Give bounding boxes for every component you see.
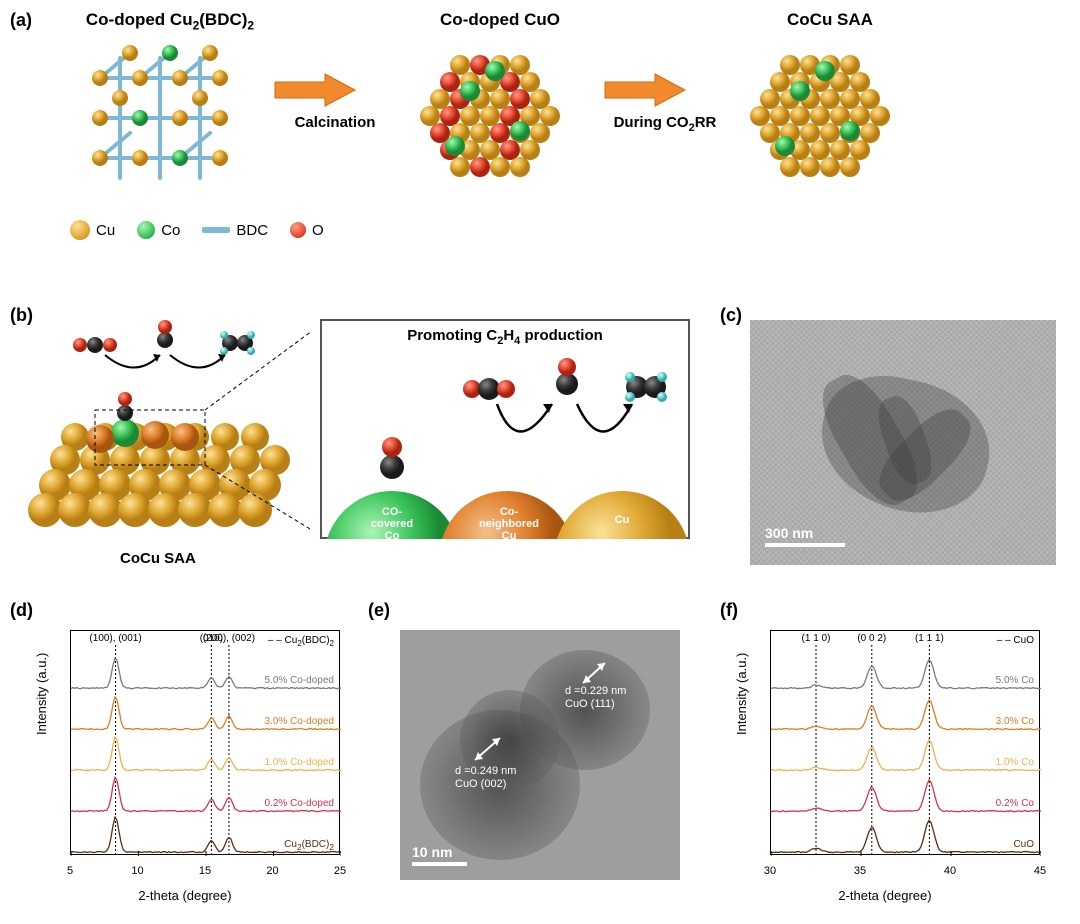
ylabel-d: Intensity (a.u.) (34, 653, 49, 735)
scalebar-e (412, 862, 467, 866)
stage-mof: Co-doped Cu2(BDC)2 (70, 10, 270, 198)
panel-e: d =0.249 nmCuO (002) d =0.229 nmCuO (111… (370, 605, 700, 905)
trace-label: 1.0% Co (996, 757, 1034, 768)
arrow-co2rr-label: During CO2RR (600, 114, 730, 134)
panel-a: Co-doped Cu2(BDC)2 (20, 10, 1060, 260)
cu-sphere-icon (70, 220, 90, 240)
xtick: 40 (944, 865, 956, 877)
xlabel-f: 2-theta (degree) (720, 888, 1050, 903)
xtick: 15 (199, 865, 211, 877)
panel-b: CoCu SAA Promoting C2H4 production CO-co… (20, 315, 700, 580)
cuo-schematic (400, 36, 580, 196)
stage-cuo: Co-doped CuO (400, 10, 600, 196)
arrow-calcination-label: Calcination (270, 114, 400, 131)
stage-saa: CoCu SAA (730, 10, 930, 196)
hrtem-image: d =0.249 nmCuO (002) d =0.229 nmCuO (111… (400, 630, 680, 880)
peak-label: (1 1 0) (802, 633, 831, 644)
xtick: 25 (334, 865, 346, 877)
xtick: 10 (131, 865, 143, 877)
xtick: 35 (854, 865, 866, 877)
peak-label: (100), (001) (89, 633, 141, 644)
co-sphere-icon (137, 221, 155, 239)
arrow-calcination: Calcination (270, 70, 400, 131)
xlabel-d: 2-theta (degree) (20, 888, 350, 903)
inset-title: Promoting C2H4 production (322, 327, 688, 347)
o-sphere-icon (290, 222, 306, 238)
panel-f: Intensity (a.u.) ‒ ‒ CuO (1 1 0) (0 0 2) (… (720, 605, 1050, 905)
chart-f: ‒ ‒ CuO (1 1 0) (0 0 2) (1 1 1) 5.0% Co 3.0%… (770, 630, 1040, 855)
legend-o-label: O (312, 222, 324, 239)
mof-schematic (70, 38, 250, 198)
stage-cuo-title: Co-doped CuO (400, 10, 600, 30)
trace-label: 0.2% Co (996, 798, 1034, 809)
ref-d: ‒ ‒ Cu2(BDC)2 (268, 635, 334, 648)
tem-image: 300 nm (750, 320, 1056, 565)
scalebar-e-label: 10 nm (412, 844, 452, 860)
legend-cu-label: Cu (96, 222, 115, 239)
legend-co-label: Co (161, 222, 180, 239)
peak-label: (1 1 1) (915, 633, 944, 644)
inset-box: Promoting C2H4 production CO-coveredCo C… (320, 319, 690, 539)
trace-label: CuO (1013, 839, 1034, 850)
legend-cu: Cu (70, 220, 115, 240)
site-neighbor-label: Co-neighboredCu (474, 506, 544, 542)
trace-label: 5.0% Co-doped (265, 675, 335, 686)
trace-label: 1.0% Co-doped (265, 757, 335, 768)
trace-label: 0.2% Co-doped (265, 798, 335, 809)
bdc-bar-icon (202, 227, 230, 233)
legend: Cu Co BDC O (70, 220, 338, 240)
xtick: 30 (764, 865, 776, 877)
xtick: 5 (67, 865, 73, 877)
panel-c: 300 nm (720, 315, 1060, 580)
site-cu-label: Cu (607, 514, 637, 526)
legend-bdc: BDC (202, 222, 268, 239)
saa-schematic (730, 36, 910, 196)
legend-o: O (290, 222, 324, 239)
xtick: 20 (266, 865, 278, 877)
chart-d: ‒ ‒ Cu2(BDC)2 (100), (001)(010)(200), (0… (70, 630, 340, 855)
scalebar-label: 300 nm (765, 525, 813, 541)
trace-label: Cu2(BDC)2 (284, 839, 334, 852)
scalebar (765, 543, 845, 547)
legend-bdc-label: BDC (236, 222, 268, 239)
stage-mof-title: Co-doped Cu2(BDC)2 (70, 10, 270, 32)
trace-label: 5.0% Co (996, 675, 1034, 686)
cocu-saa-caption: CoCu SAA (120, 550, 196, 567)
peak-label: (200), (002) (203, 633, 255, 644)
ylabel-f: Intensity (a.u.) (734, 653, 749, 735)
panel-d: Intensity (a.u.) ‒ ‒ Cu2(BDC)2 (100), (0… (20, 605, 350, 905)
stage-saa-title: CoCu SAA (730, 10, 930, 30)
site-co-label: CO-coveredCo (362, 506, 422, 542)
legend-co: Co (137, 221, 180, 239)
ref-f: ‒ ‒ CuO (997, 635, 1034, 646)
arrow-co2rr: During CO2RR (600, 70, 730, 134)
trace-label: 3.0% Co (996, 716, 1034, 727)
trace-label: 3.0% Co-doped (265, 716, 335, 727)
slab-schematic (20, 315, 310, 545)
xtick: 45 (1034, 865, 1046, 877)
peak-label: (0 0 2) (857, 633, 886, 644)
